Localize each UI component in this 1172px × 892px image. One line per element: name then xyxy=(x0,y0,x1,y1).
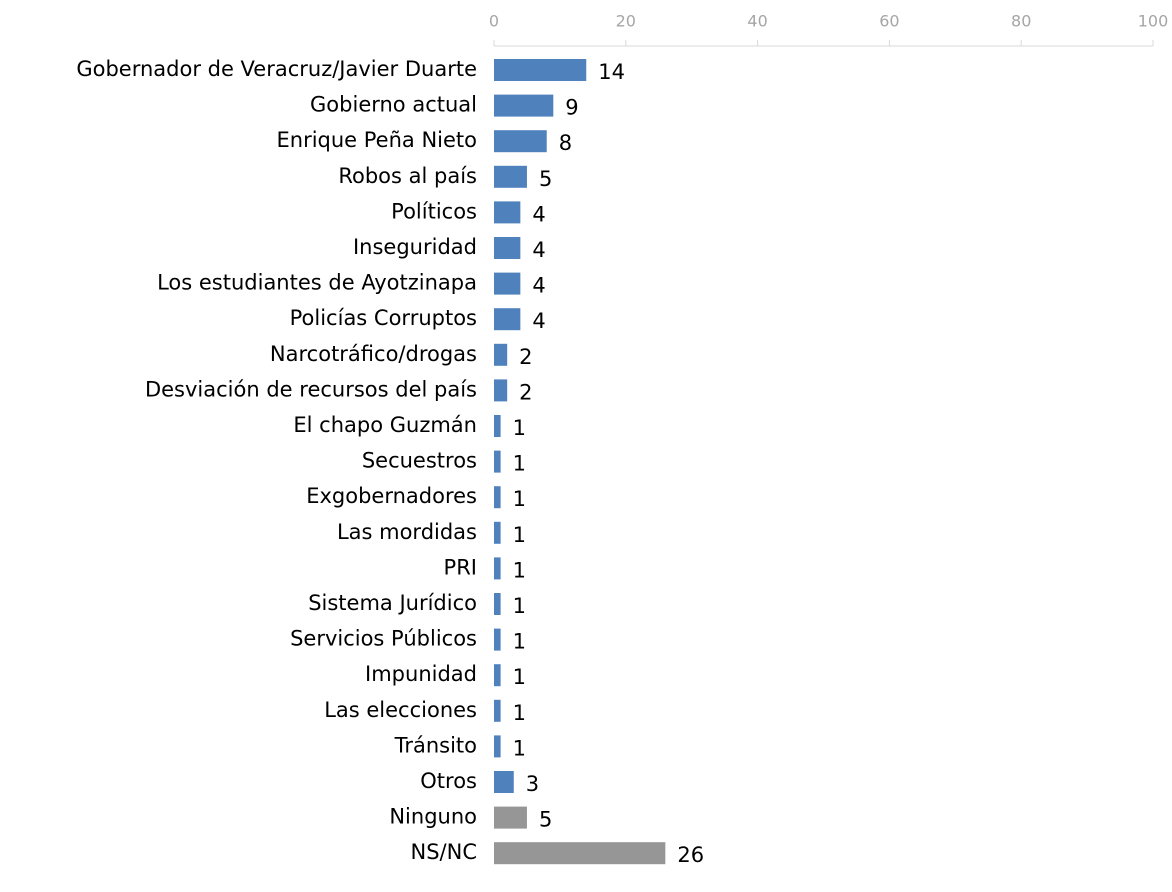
value-label: 14 xyxy=(598,60,625,84)
value-label: 1 xyxy=(513,416,526,440)
value-label: 4 xyxy=(532,202,545,226)
value-label: 1 xyxy=(513,701,526,725)
category-label: Ninguno xyxy=(389,805,477,829)
category-label: Enrique Peña Nieto xyxy=(276,128,477,152)
bar xyxy=(494,521,501,544)
value-label: 1 xyxy=(513,594,526,618)
category-label: Otros xyxy=(420,769,477,793)
x-tick-label: 60 xyxy=(879,12,899,31)
bar xyxy=(494,557,501,580)
x-tick-label: 80 xyxy=(1011,12,1031,31)
category-label: Gobierno actual xyxy=(310,93,477,117)
category-label: Servicios Públicos xyxy=(290,627,477,651)
bar xyxy=(494,415,501,437)
category-label: Las elecciones xyxy=(324,698,477,722)
category-label: Sistema Jurídico xyxy=(308,591,477,615)
bar xyxy=(494,486,501,509)
value-label: 1 xyxy=(513,558,526,582)
bar xyxy=(494,699,501,722)
x-tick-label: 0 xyxy=(489,12,499,31)
category-label: Políticos xyxy=(391,199,477,223)
value-label: 26 xyxy=(677,843,704,867)
value-label: 4 xyxy=(532,309,545,333)
bar xyxy=(494,593,501,615)
category-label: Tránsito xyxy=(394,733,477,757)
bar xyxy=(494,94,554,117)
value-label: 1 xyxy=(513,452,526,476)
value-label: 1 xyxy=(513,487,526,511)
value-label: 5 xyxy=(539,167,552,191)
category-label: El chapo Guzmán xyxy=(293,413,477,437)
value-label: 4 xyxy=(532,238,545,262)
category-label: Desviación de recursos del país xyxy=(145,377,477,401)
value-label: 1 xyxy=(513,665,526,689)
x-tick-label: 40 xyxy=(747,12,767,31)
bar xyxy=(494,272,521,295)
bar xyxy=(494,628,501,651)
category-label: Inseguridad xyxy=(353,235,477,259)
value-label: 9 xyxy=(565,96,578,120)
category-label: PRI xyxy=(444,555,477,579)
category-label: NS/NC xyxy=(411,840,478,864)
category-label: Narcotráfico/drogas xyxy=(270,342,477,366)
bar xyxy=(494,806,527,829)
bar xyxy=(494,379,508,402)
category-label: Gobernador de Veracruz/Javier Duarte xyxy=(76,57,477,81)
value-label: 1 xyxy=(513,630,526,654)
category-label: Impunidad xyxy=(365,662,477,686)
value-label: 3 xyxy=(526,772,539,796)
x-tick-label: 100 xyxy=(1138,12,1169,31)
bar xyxy=(494,664,501,687)
bar xyxy=(494,165,527,188)
category-label: Exgobernadores xyxy=(306,484,477,508)
bar xyxy=(494,842,666,865)
bar xyxy=(494,237,521,259)
category-label: Policías Corruptos xyxy=(290,306,477,330)
bar xyxy=(494,130,547,153)
bar xyxy=(494,59,587,81)
value-label: 4 xyxy=(532,274,545,298)
value-label: 2 xyxy=(519,345,532,369)
category-label: Los estudiantes de Ayotzinapa xyxy=(157,271,477,295)
bar xyxy=(494,308,521,331)
value-label: 2 xyxy=(519,380,532,404)
category-label: Secuestros xyxy=(362,449,477,473)
value-label: 1 xyxy=(513,523,526,547)
value-label: 8 xyxy=(559,131,572,155)
bar xyxy=(494,450,501,473)
category-label: Robos al país xyxy=(338,164,477,188)
bar xyxy=(494,735,501,758)
value-label: 1 xyxy=(513,736,526,760)
bar xyxy=(494,771,514,793)
bar xyxy=(494,201,521,224)
bar xyxy=(494,343,508,366)
category-label: Las mordidas xyxy=(337,520,477,544)
value-label: 5 xyxy=(539,808,552,832)
x-tick-label: 20 xyxy=(616,12,636,31)
